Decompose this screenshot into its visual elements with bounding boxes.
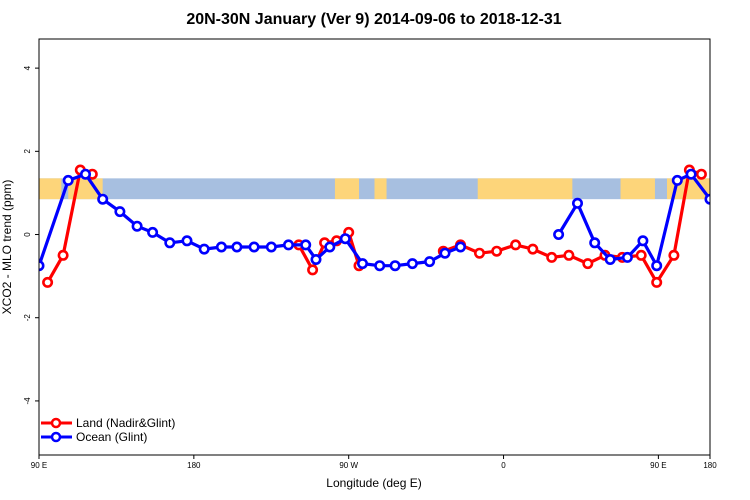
series-ocean: [39, 168, 748, 272]
data-point-ocean: [181, 235, 193, 247]
x-tick-label: 90 W: [339, 461, 358, 470]
data-point-ocean: [114, 206, 126, 218]
y-axis-label: XCO2 - MLO trend (ppm): [0, 180, 14, 315]
y-tick-label: 4: [23, 65, 32, 70]
x-axis-label: Longitude (deg E): [326, 476, 421, 490]
data-point-ocean: [282, 239, 294, 251]
data-point-ocean: [553, 229, 565, 241]
y-tick-label: -2: [23, 314, 32, 322]
data-point-ocean: [389, 260, 401, 272]
data-point-land: [668, 249, 680, 261]
legend-item-ocean: Ocean (Glint): [41, 430, 147, 444]
data-point-ocean: [651, 260, 663, 272]
data-point-ocean: [439, 247, 451, 259]
data-point-ocean: [80, 168, 92, 180]
data-point-ocean: [406, 258, 418, 270]
data-point-ocean: [310, 254, 322, 266]
legend-marker-ocean: [50, 431, 62, 443]
legend-label-ocean: Ocean (Glint): [76, 430, 147, 444]
data-point-ocean: [97, 193, 109, 205]
map-strip-land: [39, 178, 62, 200]
data-point-ocean: [374, 260, 386, 272]
y-tick-label: 0: [23, 232, 32, 237]
series-line-land: [442, 168, 702, 284]
data-point-ocean: [604, 254, 616, 266]
data-point-land: [307, 264, 319, 276]
plot-frame: [38, 38, 711, 456]
data-point-land: [510, 239, 522, 251]
data-point-land: [546, 251, 558, 263]
data-point-land: [473, 247, 485, 259]
data-point-land: [651, 276, 663, 288]
data-point-land: [635, 249, 647, 261]
legend-item-land: Land (Nadir&Glint): [41, 416, 175, 430]
data-point-ocean: [571, 197, 583, 209]
data-point-ocean: [424, 256, 436, 268]
data-point-ocean: [131, 220, 143, 232]
data-point-ocean: [265, 241, 277, 253]
x-tick-label: 0: [501, 461, 506, 470]
legend-marker-land: [50, 417, 62, 429]
map-strip-land: [477, 178, 573, 200]
data-point-ocean: [62, 174, 74, 186]
data-point-ocean: [39, 260, 45, 272]
data-point-ocean: [339, 233, 351, 245]
x-axis: 90 E 180 90 W 0 90 E 180: [31, 455, 717, 470]
data-point-ocean: [356, 258, 368, 270]
data-point-ocean: [198, 243, 210, 255]
data-point-land: [695, 168, 707, 180]
map-strip-land: [620, 178, 655, 200]
y-tick-label: 2: [23, 149, 32, 154]
map-strip-land: [374, 178, 387, 200]
data-point-ocean: [324, 241, 336, 253]
data-point-ocean: [215, 241, 227, 253]
data-point-ocean: [723, 207, 731, 215]
data-point-land: [491, 245, 503, 257]
data-point-land: [57, 249, 69, 261]
x-tick-label: 90 E: [31, 461, 47, 470]
data-point-ocean: [740, 222, 748, 230]
data-point-ocean: [671, 174, 683, 186]
data-point-ocean: [248, 241, 260, 253]
data-point-land: [582, 258, 594, 270]
data-point-ocean: [621, 251, 633, 263]
x-tick-label: 180: [187, 461, 201, 470]
data-point-ocean: [300, 239, 312, 251]
data-point-land: [42, 276, 54, 288]
y-axis: -4 -2 0 2 4: [23, 65, 39, 404]
data-point-ocean: [637, 235, 649, 247]
x-tick-label: 180: [703, 461, 717, 470]
map-strip-land: [334, 178, 360, 200]
data-point-land: [563, 249, 575, 261]
chart-title: 20N-30N January (Ver 9) 2014-09-06 to 20…: [186, 11, 561, 28]
data-point-ocean: [589, 237, 601, 249]
data-point-ocean: [231, 241, 243, 253]
series-layer: [39, 164, 748, 288]
x-tick-label: 90 E: [650, 461, 666, 470]
y-tick-label: -4: [23, 397, 32, 405]
data-point-land: [527, 243, 539, 255]
legend-label-land: Land (Nadir&Glint): [76, 416, 175, 430]
data-point-ocean: [164, 237, 176, 249]
map-strip: [39, 178, 710, 200]
data-point-ocean: [454, 241, 466, 253]
data-point-ocean: [685, 168, 697, 180]
legend: Land (Nadir&Glint) Ocean (Glint): [41, 416, 175, 444]
data-point-ocean: [147, 226, 159, 238]
